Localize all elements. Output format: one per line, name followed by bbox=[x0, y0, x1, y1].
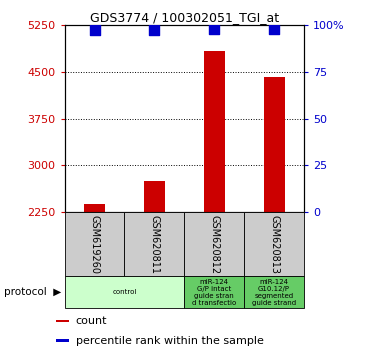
Point bbox=[271, 26, 277, 32]
Bar bbox=[65, 276, 184, 308]
Bar bbox=[56, 339, 69, 342]
Bar bbox=[244, 276, 304, 308]
Bar bbox=[56, 320, 69, 322]
Text: miR-124
G10.12/P
segmented
guide strand: miR-124 G10.12/P segmented guide strand bbox=[252, 279, 296, 306]
Point bbox=[92, 28, 98, 33]
Text: miR-124
G/P intact
guide stran
d transfectio: miR-124 G/P intact guide stran d transfe… bbox=[192, 279, 236, 306]
Text: GSM619260: GSM619260 bbox=[90, 215, 100, 274]
Bar bbox=[125, 212, 184, 276]
Bar bbox=[264, 77, 285, 212]
Bar bbox=[84, 204, 105, 212]
Point bbox=[211, 26, 217, 32]
Bar bbox=[144, 181, 165, 212]
Bar bbox=[204, 51, 225, 212]
Text: GSM620813: GSM620813 bbox=[269, 215, 279, 274]
Bar bbox=[244, 212, 304, 276]
Text: protocol  ▶: protocol ▶ bbox=[4, 287, 61, 297]
Bar bbox=[65, 212, 125, 276]
Text: GSM620811: GSM620811 bbox=[149, 215, 159, 274]
Bar bbox=[184, 276, 244, 308]
Title: GDS3774 / 100302051_TGI_at: GDS3774 / 100302051_TGI_at bbox=[90, 11, 279, 24]
Text: percentile rank within the sample: percentile rank within the sample bbox=[76, 336, 263, 346]
Text: count: count bbox=[76, 316, 107, 326]
Bar bbox=[184, 212, 244, 276]
Text: GSM620812: GSM620812 bbox=[209, 215, 219, 274]
Text: control: control bbox=[112, 289, 137, 295]
Point bbox=[151, 28, 157, 33]
